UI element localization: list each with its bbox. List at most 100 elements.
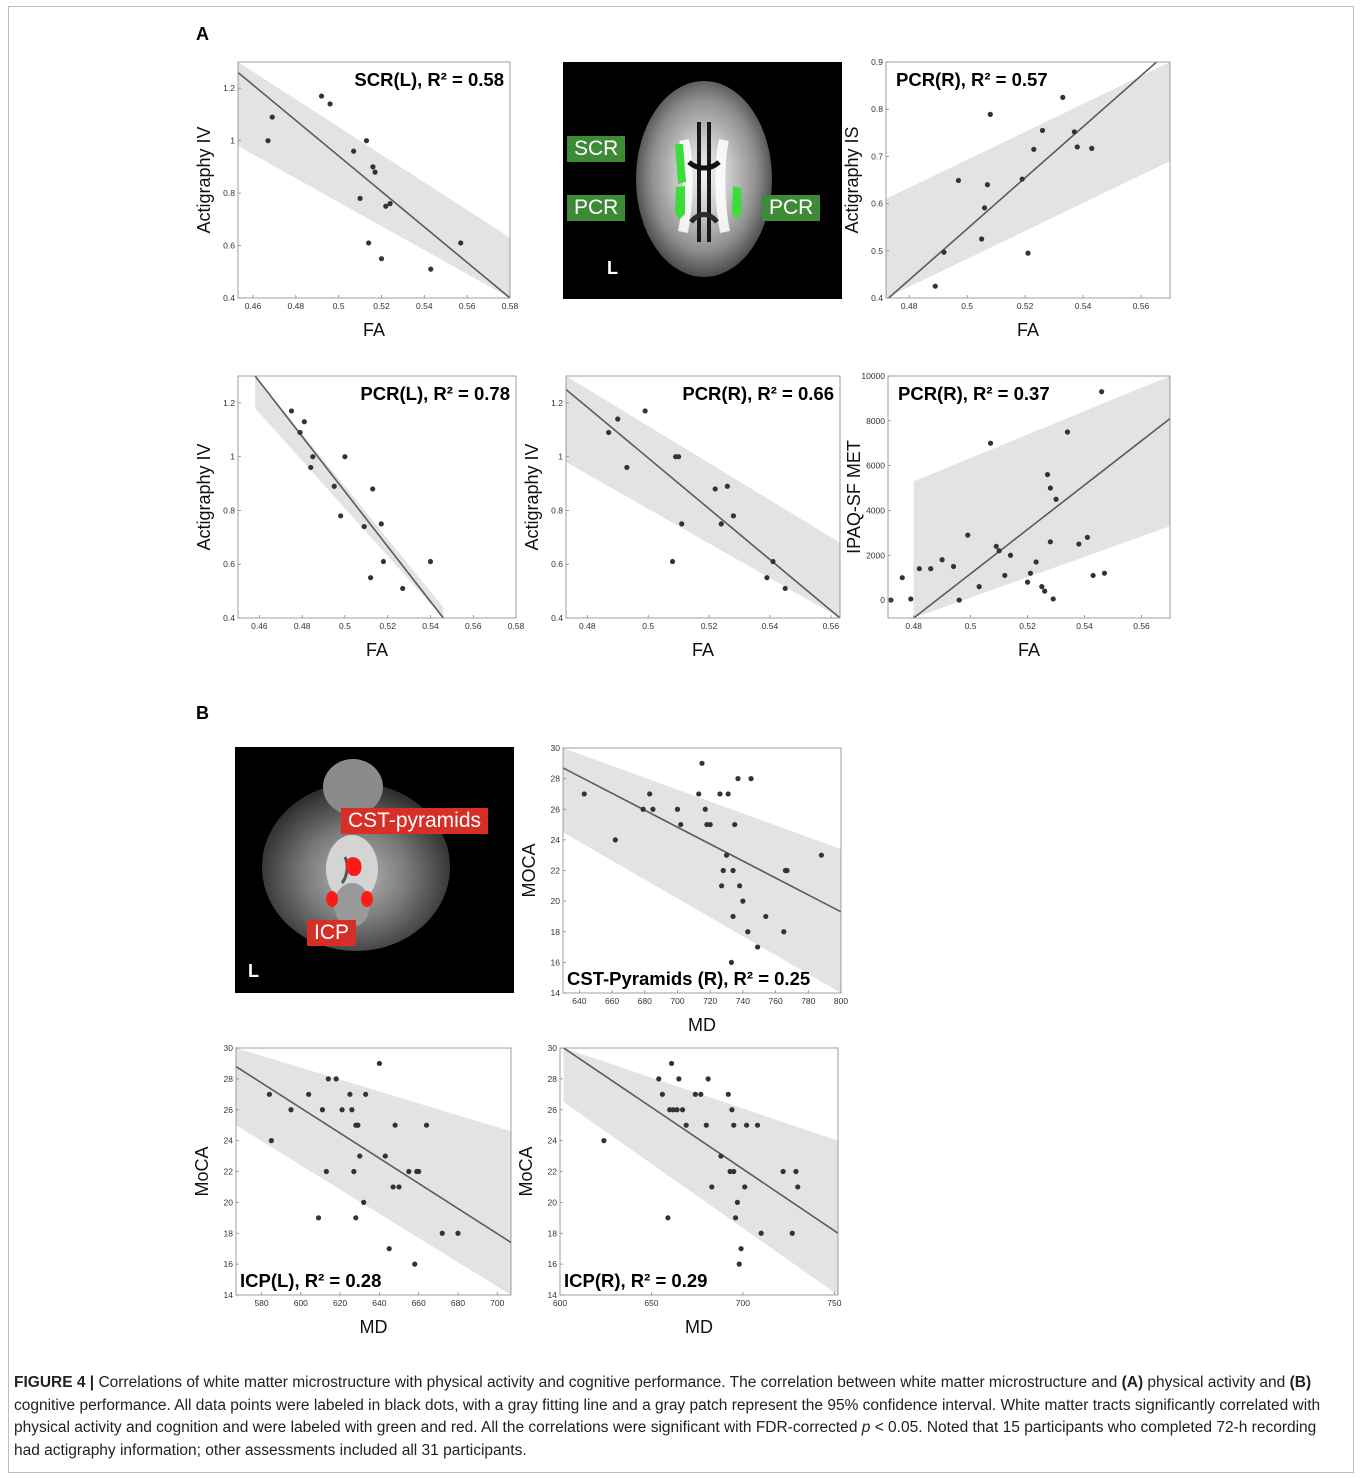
data-point	[669, 558, 676, 565]
data-point	[731, 1168, 737, 1175]
data-point	[679, 521, 685, 527]
chart-title: CST-Pyramids (R), R² = 0.25	[567, 968, 810, 989]
x-axis-label: MD	[360, 1317, 388, 1337]
x-tick-label: 760	[768, 996, 782, 1006]
data-point	[642, 408, 648, 414]
tract-icp-right	[361, 891, 373, 907]
data-point	[950, 563, 957, 570]
data-point	[319, 1107, 326, 1113]
tract-pcr-right	[732, 186, 742, 220]
y-tick-label: 18	[224, 1228, 234, 1238]
y-tick-label: 0.7	[871, 151, 883, 161]
y-tick-label: 0.6	[223, 241, 235, 251]
data-point	[1019, 176, 1025, 182]
data-point	[956, 597, 962, 603]
data-point	[668, 1060, 675, 1067]
data-point	[755, 944, 761, 950]
x-tick-label: 800	[834, 996, 848, 1006]
data-point	[659, 1091, 666, 1097]
data-point	[1099, 389, 1105, 395]
data-point	[718, 1153, 724, 1159]
data-point	[361, 523, 367, 530]
data-point	[327, 101, 333, 107]
y-tick-label: 4000	[866, 505, 885, 515]
data-point	[712, 486, 718, 492]
x-axis-label: MD	[688, 1015, 716, 1035]
y-tick-label: 28	[548, 1074, 558, 1084]
data-point	[412, 1261, 418, 1267]
x-tick-label: 0.5	[333, 301, 345, 311]
y-tick-label: 20	[551, 896, 561, 906]
data-point	[363, 138, 370, 144]
data-point	[357, 195, 363, 201]
data-point	[349, 1107, 355, 1113]
tract-label-cst-pyramids: CST-pyramids	[341, 808, 489, 834]
data-point	[1007, 552, 1014, 558]
data-point	[380, 558, 387, 565]
data-point	[266, 1091, 272, 1097]
y-tick-label: 22	[551, 866, 561, 876]
y-tick-label: 14	[551, 988, 561, 998]
data-point	[315, 1215, 322, 1221]
x-tick-label: 0.52	[1017, 301, 1034, 311]
y-tick-label: 28	[551, 774, 561, 784]
axes-frame	[237, 61, 511, 299]
y-tick-label: 14	[548, 1290, 558, 1300]
data-point	[361, 1199, 367, 1205]
data-point	[353, 1215, 359, 1221]
data-point	[647, 791, 653, 797]
data-point	[612, 837, 618, 843]
y-tick-label: 0	[880, 595, 885, 605]
data-point	[696, 791, 702, 797]
data-point	[705, 1076, 711, 1082]
data-point	[656, 1076, 662, 1082]
figure-frame	[8, 6, 1354, 1473]
y-tick-label: 26	[551, 804, 561, 814]
data-point	[703, 1122, 709, 1128]
data-point	[1039, 584, 1045, 590]
data-point	[378, 256, 385, 262]
data-point	[676, 454, 682, 460]
data-point	[730, 913, 736, 920]
y-tick-label: 2000	[866, 550, 885, 560]
x-tick-label: 600	[553, 1298, 567, 1308]
y-tick-label: 16	[548, 1259, 558, 1269]
y-tick-label: 0.9	[871, 57, 883, 67]
x-axis-label: FA	[1018, 640, 1040, 660]
confidence-band	[563, 748, 841, 993]
x-tick-label: 680	[451, 1298, 465, 1308]
x-tick-label: 0.52	[379, 621, 396, 631]
data-point	[908, 596, 914, 602]
y-tick-label: 18	[551, 927, 561, 937]
data-point	[742, 1184, 748, 1190]
data-point	[784, 867, 790, 874]
y-tick-label: 0.8	[223, 188, 235, 198]
data-point	[1027, 570, 1034, 576]
caption-text-3: cognitive performance. All data points w…	[14, 1396, 1321, 1437]
data-point	[793, 1168, 799, 1175]
data-point	[941, 249, 947, 255]
data-point	[640, 806, 646, 812]
data-point	[1002, 572, 1008, 579]
data-point	[1076, 541, 1082, 547]
chart-icp-l: 580 600 620 640 660 680 700 14 16 18 20 22 24 26 28 30 M…	[192, 1043, 512, 1337]
data-point	[615, 416, 621, 422]
y-axis-label: MOCA	[519, 844, 539, 898]
data-point	[939, 557, 945, 563]
chart-title: ICP(R), R² = 0.29	[564, 1270, 707, 1291]
x-tick-label: 0.5	[961, 301, 973, 311]
data-point	[699, 760, 705, 766]
fit-line	[563, 767, 841, 913]
y-tick-label: 0.4	[223, 293, 235, 303]
x-tick-label: 0.46	[245, 301, 262, 311]
axes-frame	[237, 375, 517, 619]
chart-pcr-r-ipaq: 0.48 0.5 0.52 0.54 0.56 0 2000 4000 6000 8000 1000…	[844, 371, 1171, 660]
y-tick-label: 0.8	[223, 505, 235, 515]
data-point	[727, 1168, 733, 1175]
data-point	[723, 852, 730, 858]
y-tick-label: 1	[230, 452, 235, 462]
tract-label-scr: SCR	[567, 136, 626, 162]
fit-line	[563, 1048, 838, 1234]
data-point	[370, 164, 376, 170]
data-point	[670, 1107, 676, 1113]
